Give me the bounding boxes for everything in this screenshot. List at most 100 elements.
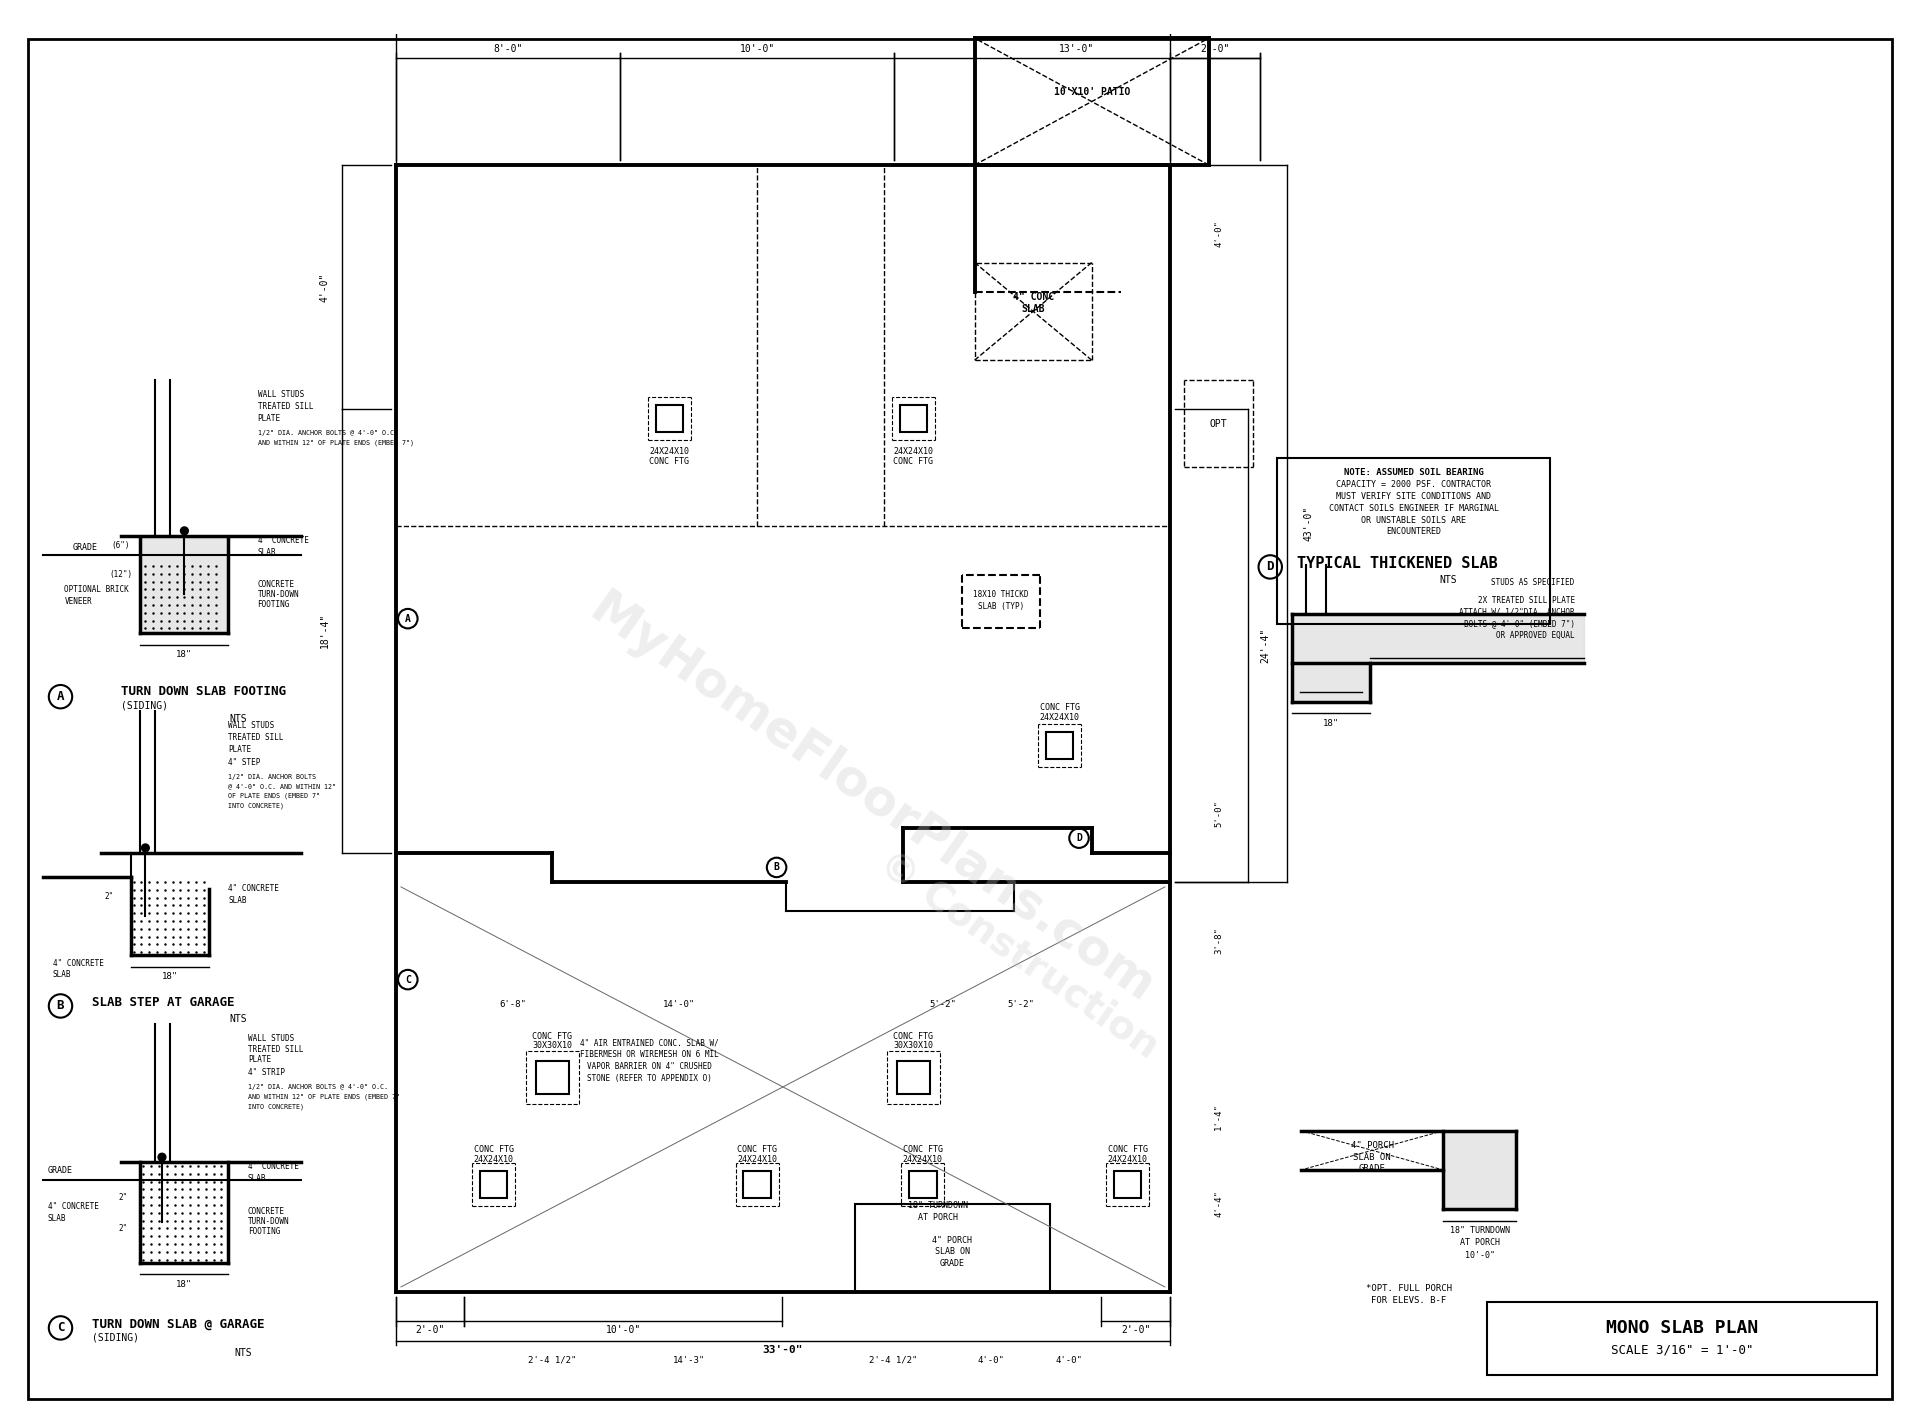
- Bar: [655, 404, 684, 432]
- Bar: [743, 1171, 770, 1198]
- Text: SLAB: SLAB: [228, 896, 248, 906]
- Text: VENEER: VENEER: [65, 597, 92, 605]
- Text: 10'-0": 10'-0": [1465, 1251, 1494, 1261]
- Text: 2": 2": [119, 1192, 127, 1202]
- Text: OF PLATE ENDS (EMBED 7": OF PLATE ENDS (EMBED 7": [228, 793, 321, 799]
- Text: 24X24X10: 24X24X10: [1039, 713, 1079, 722]
- Text: 6'-8": 6'-8": [499, 1000, 526, 1008]
- Text: 30X30X10: 30X30X10: [532, 1042, 572, 1050]
- Text: 4'-0": 4'-0": [1213, 220, 1223, 247]
- Text: STONE (REFER TO APPENDIX O): STONE (REFER TO APPENDIX O): [588, 1074, 712, 1082]
- Text: SCALE 3/16" = 1'-0": SCALE 3/16" = 1'-0": [1611, 1344, 1753, 1356]
- Text: 18'-4": 18'-4": [321, 614, 330, 649]
- Text: 33'-0": 33'-0": [762, 1345, 803, 1355]
- Circle shape: [142, 844, 150, 852]
- Text: SLAB: SLAB: [52, 970, 71, 979]
- Text: 14'-3": 14'-3": [672, 1356, 705, 1365]
- Text: TURN-DOWN: TURN-DOWN: [257, 590, 300, 598]
- Circle shape: [157, 1153, 165, 1161]
- Text: ATTACH W/ 1/2"DIA. ANCHOR: ATTACH W/ 1/2"DIA. ANCHOR: [1459, 608, 1574, 616]
- Text: SLAB: SLAB: [48, 1214, 67, 1223]
- Text: GRADE: GRADE: [73, 543, 98, 552]
- Text: 8'-0": 8'-0": [493, 44, 522, 53]
- Text: 43'-0": 43'-0": [1304, 505, 1313, 541]
- Text: 18": 18": [177, 650, 192, 660]
- Text: 24X24X10: 24X24X10: [649, 448, 689, 456]
- Text: CONC FTG: CONC FTG: [532, 1032, 572, 1040]
- Text: AT PORCH: AT PORCH: [1459, 1237, 1500, 1247]
- Text: 5'-2": 5'-2": [1008, 1000, 1035, 1008]
- Text: TYPICAL THICKENED SLAB: TYPICAL THICKENED SLAB: [1296, 556, 1498, 570]
- Text: STUDS AS SPECIFIED: STUDS AS SPECIFIED: [1492, 578, 1574, 587]
- Text: GRADE: GRADE: [1359, 1164, 1386, 1174]
- Text: 18" TURNDOWN: 18" TURNDOWN: [908, 1202, 968, 1210]
- Text: 4'-0": 4'-0": [977, 1356, 1004, 1365]
- Text: 4" CONCRETE: 4" CONCRETE: [52, 959, 104, 967]
- Text: CONC FTG: CONC FTG: [1039, 703, 1079, 712]
- Text: OPTIONAL BRICK: OPTIONAL BRICK: [65, 585, 129, 594]
- Text: 4'-0": 4'-0": [321, 272, 330, 302]
- Text: SLAB ON: SLAB ON: [1354, 1153, 1390, 1161]
- Bar: [899, 404, 927, 432]
- Text: SLAB: SLAB: [257, 548, 276, 557]
- Text: 24X24X10: 24X24X10: [902, 1154, 943, 1164]
- Text: 13'-0": 13'-0": [1060, 44, 1094, 53]
- Text: B: B: [58, 1000, 63, 1012]
- Text: 18": 18": [161, 972, 179, 981]
- Text: C: C: [405, 974, 411, 984]
- Text: 3'-8": 3'-8": [1213, 927, 1223, 955]
- Text: PLATE: PLATE: [248, 1056, 271, 1064]
- Bar: [480, 1171, 507, 1198]
- Text: 24'-4": 24'-4": [1260, 628, 1271, 663]
- Text: A: A: [405, 614, 411, 623]
- Text: 4" PORCH: 4" PORCH: [933, 1236, 972, 1244]
- Text: 1'-4": 1'-4": [1213, 1102, 1223, 1130]
- Text: D: D: [1267, 560, 1275, 573]
- Text: TREATED SILL: TREATED SILL: [257, 403, 313, 411]
- Text: 33'-0": 33'-0": [762, 0, 803, 3]
- Polygon shape: [1292, 614, 1584, 702]
- Text: 5'-2": 5'-2": [929, 1000, 956, 1008]
- Text: TURN DOWN SLAB FOOTING: TURN DOWN SLAB FOOTING: [121, 685, 286, 698]
- Bar: [854, 1205, 1050, 1292]
- Bar: [1114, 1171, 1142, 1198]
- Text: 2X TREATED SILL PLATE: 2X TREATED SILL PLATE: [1478, 595, 1574, 605]
- Text: (6"): (6"): [111, 541, 131, 550]
- Text: CONC FTG: CONC FTG: [893, 1032, 933, 1040]
- Text: 24X24X10: 24X24X10: [1108, 1154, 1148, 1164]
- Text: 18" TURNDOWN: 18" TURNDOWN: [1450, 1226, 1509, 1236]
- Text: CONC FTG: CONC FTG: [737, 1144, 778, 1154]
- Text: CONCRETE: CONCRETE: [248, 1207, 284, 1216]
- Text: AND WITHIN 12" OF PLATE ENDS (EMBED 7": AND WITHIN 12" OF PLATE ENDS (EMBED 7": [248, 1094, 399, 1099]
- Text: CONCRETE: CONCRETE: [257, 580, 294, 590]
- Text: 24X24X10: 24X24X10: [737, 1154, 778, 1164]
- Text: PLATE: PLATE: [257, 414, 280, 423]
- Text: @ 4'-0" O.C. AND WITHIN 12": @ 4'-0" O.C. AND WITHIN 12": [228, 783, 336, 789]
- Text: GRADE: GRADE: [48, 1167, 73, 1175]
- Text: 4" CONC: 4" CONC: [1012, 292, 1054, 302]
- Text: NTS: NTS: [228, 1014, 248, 1024]
- Text: OPT: OPT: [1210, 418, 1227, 428]
- Polygon shape: [140, 538, 228, 633]
- Text: CONC FTG: CONC FTG: [649, 458, 689, 466]
- Bar: [1277, 458, 1549, 623]
- Text: AT PORCH: AT PORCH: [918, 1213, 958, 1221]
- Text: TREATED SILL: TREATED SILL: [248, 1046, 303, 1054]
- Bar: [897, 1060, 929, 1094]
- Text: 10'-0": 10'-0": [739, 44, 774, 53]
- Text: A: A: [58, 691, 63, 703]
- Text: INTO CONCRETE): INTO CONCRETE): [248, 1104, 303, 1109]
- Text: *OPT. FULL PORCH: *OPT. FULL PORCH: [1365, 1285, 1452, 1293]
- Text: MUST VERIFY SITE CONDITIONS AND: MUST VERIFY SITE CONDITIONS AND: [1336, 493, 1492, 501]
- Text: INTO CONCRETE): INTO CONCRETE): [228, 803, 284, 809]
- Text: ENCOUNTERED: ENCOUNTERED: [1386, 528, 1442, 536]
- Bar: [1486, 1302, 1878, 1375]
- Text: FOOTING: FOOTING: [257, 600, 290, 608]
- Text: B: B: [774, 862, 780, 872]
- Text: CONC FTG: CONC FTG: [1108, 1144, 1148, 1154]
- Text: 4" STRIP: 4" STRIP: [248, 1068, 284, 1077]
- Text: D: D: [1075, 833, 1083, 844]
- Text: 1/2" DIA. ANCHOR BOLTS @ 4'-0" O.C.: 1/2" DIA. ANCHOR BOLTS @ 4'-0" O.C.: [248, 1084, 388, 1090]
- Text: WALL STUDS: WALL STUDS: [228, 722, 275, 730]
- Text: NOTE: ASSUMED SOIL BEARING: NOTE: ASSUMED SOIL BEARING: [1344, 468, 1484, 477]
